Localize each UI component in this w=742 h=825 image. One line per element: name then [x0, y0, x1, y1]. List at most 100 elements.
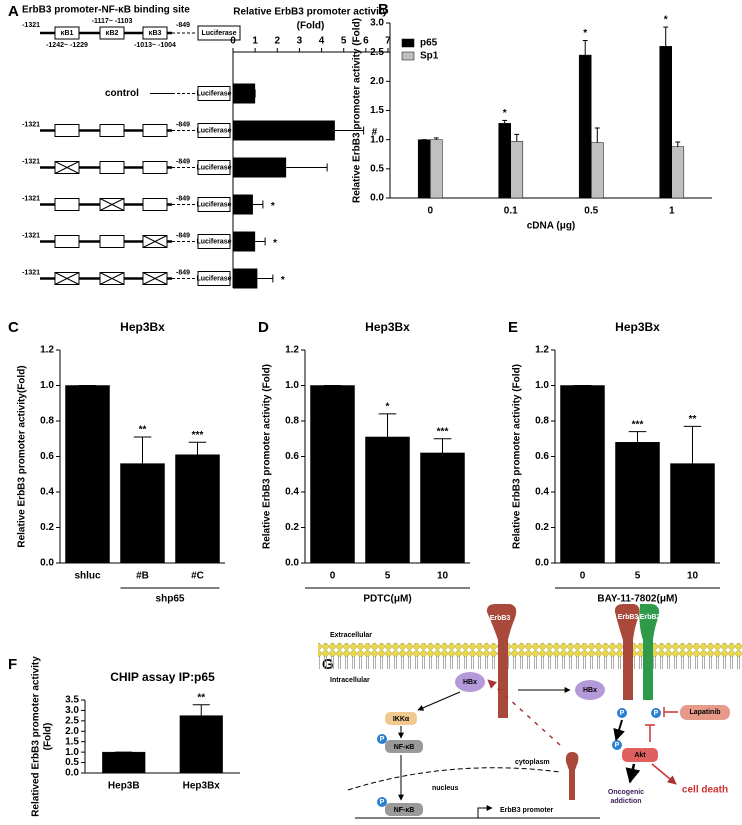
y-tick-label: 0.6: [40, 451, 54, 462]
phospho-label: P: [380, 736, 385, 743]
arrow: [417, 691, 461, 711]
nuclear-envelope: [347, 767, 561, 791]
construct-map: ErbB3 promoter-NF-κB binding site -1321 …: [22, 5, 241, 49]
y-tick-label: 2.0: [370, 76, 384, 87]
site-label: κB2: [106, 30, 119, 37]
construct-start: -1321: [22, 269, 40, 276]
x-tick-label: #C: [191, 571, 204, 582]
chart-title: Hep3Bx: [365, 320, 410, 334]
oncogenic-label: addiction: [610, 798, 641, 805]
site-box: [99, 235, 125, 248]
erbb3-receptor: [614, 604, 640, 700]
site-box: [99, 161, 125, 174]
reporter-box: [197, 123, 231, 138]
chart-title: (Fold): [297, 21, 325, 32]
site-box: [142, 198, 168, 211]
y-tick-label: 1.2: [535, 345, 549, 356]
significance-label: *: [386, 402, 390, 413]
trafficking-arrow: [487, 679, 561, 746]
reporter-label: Luciferase: [196, 127, 231, 134]
site-mutation: [54, 272, 80, 285]
bar: [233, 268, 258, 289]
site-range: -1117~ -1103: [92, 18, 133, 25]
y-tick-label: 0.4: [40, 487, 54, 498]
y-tick-label: 3.0: [370, 18, 384, 29]
erbb3-receptor: [486, 604, 517, 718]
construct-start: -1321: [22, 195, 40, 202]
membrane: [318, 643, 742, 669]
label-extracellular: Extracellular: [330, 632, 372, 639]
bar: [233, 157, 287, 178]
legend-label: Sp1: [420, 51, 439, 62]
phospho-label: P: [615, 742, 620, 749]
significance-label: *: [503, 108, 507, 119]
bar: [671, 146, 685, 199]
erbb2-receptor: [639, 604, 660, 700]
bar: [659, 46, 672, 199]
bar: [233, 194, 253, 215]
y-tick-label: 0.5: [370, 163, 384, 174]
label-intracellular: Intracellular: [330, 677, 370, 684]
site-box: [99, 124, 125, 137]
x-tick-label: 1: [669, 206, 675, 217]
y-axis-label: (Fold): [43, 723, 54, 751]
legend-label: p65: [420, 38, 438, 49]
reporter-label: Luciferase: [196, 90, 231, 97]
x-tick-label: 1: [252, 36, 258, 47]
y-tick-label: 0.5: [65, 757, 79, 768]
chart-title: Hep3Bx: [615, 320, 660, 334]
nfkb: [385, 740, 423, 753]
phospho: [377, 734, 387, 744]
bar: [310, 385, 355, 564]
bar: [578, 54, 592, 199]
y-tick-label: 1.2: [40, 345, 54, 356]
y-tick-label: 0.2: [285, 522, 299, 533]
x-axis-label: cDNA (μg): [527, 221, 576, 232]
construct-end: -849: [176, 22, 190, 29]
bar: [420, 452, 465, 564]
x-tick-label: 0.1: [504, 206, 518, 217]
x-tick-label: #B: [136, 571, 149, 582]
phospho: [617, 708, 627, 718]
y-tick-label: 0.0: [370, 193, 384, 204]
arrow: [625, 763, 641, 784]
label-nucleus: nucleus: [432, 785, 459, 792]
x-tick-label: shluc: [74, 571, 101, 582]
site-box: [54, 26, 80, 40]
y-axis-label: Relative ErbB3 promoter activity (Fold): [352, 18, 363, 203]
bar: [102, 751, 146, 774]
panel-letter: E: [508, 319, 518, 336]
construct-title: ErbB3 promoter-NF-κB binding site: [22, 5, 190, 16]
x-axis-label: BAY-11-7802(μM): [597, 594, 677, 605]
x-axis-label: PDTC(μM): [363, 594, 411, 605]
site-label: κB1: [61, 30, 74, 37]
y-tick-label: 0.8: [40, 416, 54, 427]
y-tick-label: 0.4: [535, 487, 549, 498]
reporter-label: Luciferase: [196, 238, 231, 245]
construct-end: -849: [176, 232, 190, 239]
hbx: [455, 672, 485, 692]
hbx-label: HBx: [463, 679, 477, 686]
phospho: [651, 708, 661, 718]
y-axis-label: Relatived ErbB3 promoter activity: [31, 656, 42, 817]
phospho-label: P: [654, 710, 659, 717]
significance-label: *: [273, 238, 277, 249]
bar: [510, 141, 524, 199]
akt: [622, 748, 658, 762]
lapatinib-label: Lapatinib: [689, 709, 720, 716]
erbb3-label: ErbB3: [490, 615, 511, 622]
y-tick-label: 0.2: [40, 522, 54, 533]
chart-title: Hep3Bx: [120, 320, 165, 334]
construct-end: -849: [176, 269, 190, 276]
site-mutation: [99, 198, 125, 211]
hbx-label: HBx: [583, 687, 597, 694]
construct-end: -849: [176, 121, 190, 128]
significance-label: *: [583, 28, 587, 39]
erbb3-nascent: [565, 752, 579, 800]
pathway-diagram: Extracellular Intracellular ErbB3 ErbB3 …: [318, 604, 742, 819]
construct-start: -1321: [22, 158, 40, 165]
y-tick-label: 0.6: [285, 451, 299, 462]
x-tick-label: 3: [297, 36, 303, 47]
x-tick-label: 5: [635, 571, 641, 582]
